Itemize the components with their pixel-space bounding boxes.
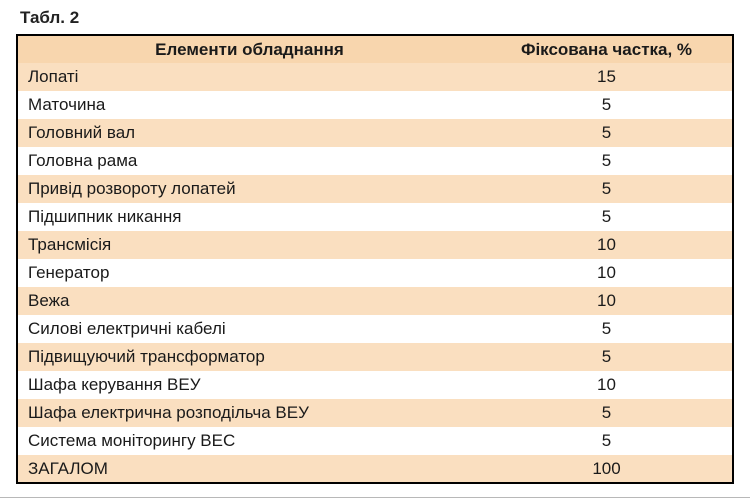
cell-equipment: Привід розвороту лопатей: [28, 179, 236, 198]
cell-share: 10: [597, 263, 616, 282]
cell-equipment: Підшипник никання: [28, 207, 182, 226]
column-header-equipment: Елементи обладнання: [17, 35, 481, 63]
table-row: Привід розвороту лопатей 5: [17, 175, 733, 203]
table-row: Вежа 10: [17, 287, 733, 315]
cell-share: 5: [601, 403, 612, 422]
cell-equipment: Система моніторингу ВЕС: [28, 431, 236, 450]
cell-equipment: Шафа електрична розподільча ВЕУ: [28, 403, 309, 422]
cell-equipment: Підвищуючий трансформатор: [28, 347, 265, 366]
cell-equipment: Вежа: [28, 291, 70, 310]
cell-equipment: Генератор: [28, 263, 110, 282]
cell-share: 5: [601, 431, 612, 450]
cell-equipment: Силові електричні кабелі: [28, 319, 226, 338]
cell-share: 10: [597, 235, 616, 254]
cell-equipment: Трансмісія: [28, 235, 112, 254]
cell-equipment: Лопаті: [28, 67, 79, 86]
cell-share: 5: [601, 151, 612, 170]
table-row: Головна рама 5: [17, 147, 733, 175]
cell-equipment: Головний вал: [28, 123, 136, 142]
equipment-table: Елементи обладнання Фіксована частка, % …: [16, 34, 734, 484]
table-header: Елементи обладнання Фіксована частка, %: [17, 35, 733, 63]
cell-equipment-total: ЗАГАЛОМ: [28, 458, 108, 478]
table-row: Підшипник никання 5: [17, 203, 733, 231]
cell-share: 15: [597, 67, 616, 86]
bottom-divider: [0, 497, 750, 498]
cell-share: 5: [601, 179, 612, 198]
table-row: Підвищуючий трансформатор 5: [17, 343, 733, 371]
table-row: Шафа керування ВЕУ 10: [17, 371, 733, 399]
cell-share: 5: [601, 319, 612, 338]
column-header-share: Фіксована частка, %: [481, 35, 733, 63]
table-body: Лопаті 15 Маточина 5 Головний вал 5 Голо…: [17, 63, 733, 483]
cell-share: 10: [597, 291, 616, 310]
table-row: Шафа електрична розподільча ВЕУ 5: [17, 399, 733, 427]
cell-share: 5: [601, 95, 612, 114]
table-row: Генератор 10: [17, 259, 733, 287]
table-row-total: ЗАГАЛОМ 100: [17, 455, 733, 483]
cell-equipment: Маточина: [28, 95, 106, 114]
cell-share: 5: [601, 347, 612, 366]
cell-equipment: Шафа керування ВЕУ: [28, 375, 201, 394]
cell-share: 5: [601, 123, 612, 142]
cell-share-total: 100: [592, 458, 621, 478]
table-row: Лопаті 15: [17, 63, 733, 91]
table-row: Система моніторингу ВЕС 5: [17, 427, 733, 455]
table-row: Маточина 5: [17, 91, 733, 119]
table-row: Головний вал 5: [17, 119, 733, 147]
table-row: Трансмісія 10: [17, 231, 733, 259]
table-row: Силові електричні кабелі 5: [17, 315, 733, 343]
table-caption: Табл. 2: [20, 8, 80, 27]
header-row: Елементи обладнання Фіксована частка, %: [17, 35, 733, 63]
cell-share: 10: [597, 375, 616, 394]
cell-equipment: Головна рама: [28, 151, 138, 170]
cell-share: 5: [601, 207, 612, 226]
